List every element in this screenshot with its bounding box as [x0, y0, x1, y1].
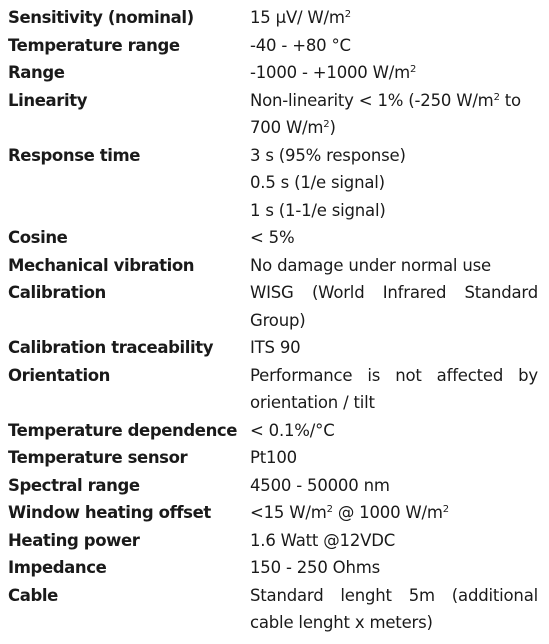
spec-value: Performance is not affected by orientati… [250, 365, 538, 413]
spec-value: -40 - +80 °C [250, 35, 351, 55]
spec-label: Calibration [8, 283, 106, 302]
spec-label: Cosine [8, 228, 68, 247]
spec-value: Non-linearity < 1% (-250 W/m2 to 700 W/m… [250, 90, 521, 138]
spec-label: Linearity [8, 90, 88, 110]
spec-label: Temperature range [8, 35, 180, 55]
spec-row: Temperature range -40 - +80 °C [8, 32, 538, 60]
spec-row: Cosine < 5% [8, 224, 538, 252]
spec-value: Standard lenght 5m (additional cable len… [250, 585, 538, 633]
spec-value: 1.6 Watt @12VDC [250, 530, 396, 550]
spec-row: Window heating offset <15 W/m2 @ 1000 W/m… [8, 499, 538, 527]
spec-value: ITS 90 [250, 338, 301, 357]
spec-value: <15 W/m2 @ 1000 W/m2 [250, 503, 449, 522]
spec-value: WISG (World Infrared Standard Group) [250, 283, 538, 330]
spec-row: Temperature dependence < 0.1%/°C [8, 417, 538, 445]
specifications-table: Sensitivity (nominal) 15 μV/ W/m2 Temperat… [8, 4, 538, 637]
spec-value: 3 s (95% response) 0.5 s (1/e signal) 1 s … [250, 145, 406, 220]
spec-label: Heating power [8, 530, 140, 550]
spec-row: Orientation Performance is not affected b… [8, 362, 538, 417]
spec-label: Orientation [8, 365, 111, 385]
spec-value: -1000 - +1000 W/m2 [250, 63, 417, 82]
spec-label: Temperature dependence [8, 420, 238, 440]
spec-label: Cable [8, 585, 58, 605]
spec-row: Mechanical vibration No damage under norm… [8, 252, 538, 280]
spec-row: Response time 3 s (95% response) 0.5 s (1/… [8, 142, 538, 225]
spec-value: 150 - 250 Ohms [250, 558, 380, 577]
spec-row: Spectral range 4500 - 50000 nm [8, 472, 538, 500]
spec-label: Sensitivity (nominal) [8, 8, 194, 27]
spec-row: Cable Standard lenght 5m (additional cabl… [8, 582, 538, 637]
spec-value: No damage under normal use [250, 255, 491, 275]
spec-value: Pt100 [250, 448, 297, 467]
spec-label: Window heating offset [8, 503, 211, 522]
spec-row: Range -1000 - +1000 W/m2 [8, 59, 538, 87]
spec-value: < 5% [250, 228, 295, 247]
spec-row: Temperature sensor Pt100 [8, 444, 538, 472]
spec-row: Calibration traceability ITS 90 [8, 334, 538, 362]
spec-label: Response time [8, 145, 141, 165]
spec-label: Impedance [8, 558, 107, 577]
spec-row: Linearity Non-linearity < 1% (-250 W/m2 t… [8, 87, 538, 142]
spec-label: Calibration traceability [8, 338, 214, 357]
spec-label: Range [8, 63, 65, 82]
spec-row: Sensitivity (nominal) 15 μV/ W/m2 [8, 4, 538, 32]
spec-row: Calibration WISG (World Infrared Standard… [8, 279, 538, 334]
specifications-body: Sensitivity (nominal) 15 μV/ W/m2 Temperat… [8, 4, 538, 637]
spec-label: Spectral range [8, 475, 140, 495]
spec-value: 4500 - 50000 nm [250, 475, 390, 495]
spec-row: Impedance 150 - 250 Ohms [8, 554, 538, 582]
spec-value: 15 μV/ W/m2 [250, 8, 351, 27]
spec-row: Heating power 1.6 Watt @12VDC [8, 527, 538, 555]
spec-label: Mechanical vibration [8, 255, 195, 275]
spec-label: Temperature sensor [8, 448, 188, 467]
spec-value: < 0.1%/°C [250, 420, 335, 440]
